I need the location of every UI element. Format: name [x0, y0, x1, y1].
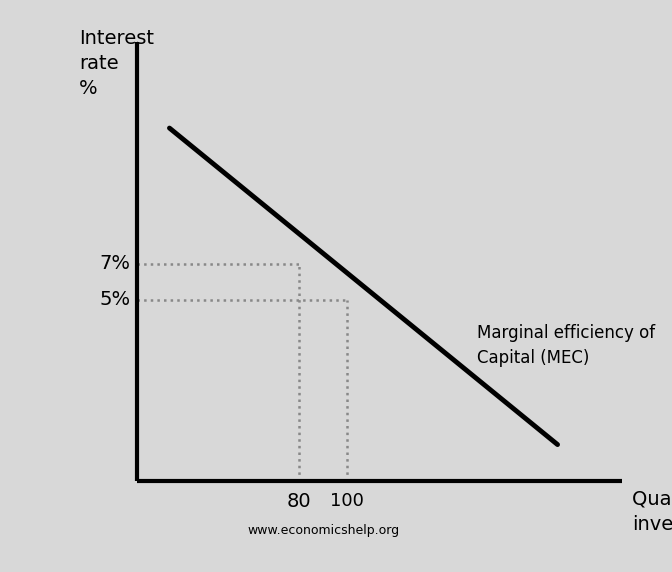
Text: Marginal efficiency of
Capital (MEC): Marginal efficiency of Capital (MEC) [476, 324, 655, 367]
Text: 100: 100 [331, 492, 364, 510]
Text: 5%: 5% [99, 291, 130, 309]
Text: 80: 80 [286, 492, 311, 511]
Text: Interest
rate
%: Interest rate % [79, 29, 154, 98]
Text: Quantity of
investment: Quantity of investment [632, 490, 672, 534]
Text: www.economicshelp.org: www.economicshelp.org [247, 524, 399, 537]
Text: 7%: 7% [99, 254, 130, 273]
